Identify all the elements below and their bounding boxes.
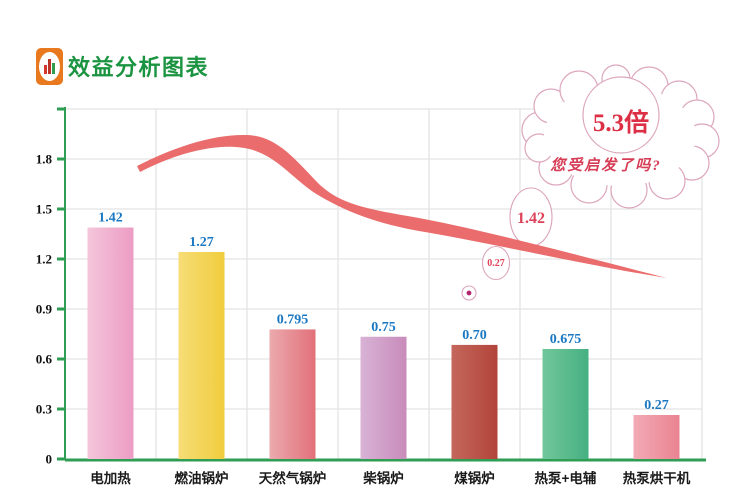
bars: 1.42 1.27 0.795 0.75 0.70 0.675 0.27 — [87, 211, 680, 459]
ribbon-swoosh — [137, 134, 667, 278]
y-axis-tick — [57, 207, 65, 211]
bar-item — [542, 348, 589, 459]
bar-value-label: 0.70 — [462, 328, 487, 343]
y-axis-tick — [57, 157, 65, 161]
logo-bar-red — [44, 65, 47, 74]
y-axis-tick-label: 1.5 — [36, 202, 53, 217]
bar-value-label: 1.27 — [189, 235, 214, 250]
x-axis-category-label: 燃油锅炉 — [175, 470, 229, 486]
bubble-small — [481, 245, 511, 281]
app-logo — [36, 48, 63, 85]
cloud-inner-circle — [582, 76, 660, 154]
cloud-value-text: 5.3倍 — [593, 108, 649, 137]
x-axis-category-label: 电加热 — [90, 470, 131, 486]
x-axis-category-label: 热泵烘干机 — [623, 470, 691, 486]
bar-value-label: 1.42 — [98, 211, 123, 226]
y-axis-tick-label: 0.6 — [36, 352, 53, 367]
bar-item — [178, 251, 225, 459]
y-axis-tick — [57, 407, 65, 411]
bar-value-label: 0.675 — [550, 332, 582, 347]
y-axis-tick — [57, 307, 65, 311]
y-axis-tick — [57, 457, 65, 461]
y-axis-tick — [57, 357, 65, 361]
x-axis-category-label: 天然气锅炉 — [259, 470, 327, 486]
x-axis-labels: 电加热 燃油锅炉 天然气锅炉 柴锅炉 煤锅炉 热泵+电辅 热泵烘干机 — [90, 470, 690, 486]
bubble-small-value: 0.27 — [487, 258, 505, 269]
trail-dot — [466, 290, 472, 296]
bar-item — [633, 414, 680, 459]
cloud-question-text: 您受启发了吗? — [550, 157, 662, 174]
x-axis-category-label: 柴锅炉 — [362, 470, 404, 486]
y-axis-tick — [57, 257, 65, 261]
logo-bar-green — [52, 63, 55, 74]
page-title: 效益分析图表 — [68, 55, 210, 80]
bar-item — [269, 329, 316, 459]
bar-value-label: 0.795 — [277, 312, 309, 327]
bar-item — [451, 344, 498, 459]
bar-item — [87, 227, 134, 459]
logo-bar-darkred — [48, 59, 51, 74]
y-axis-tick-label: 1.8 — [36, 152, 53, 167]
logo-chart-icon — [39, 52, 60, 81]
y-axis-tick-label: 0 — [46, 452, 53, 467]
y-axis-tick-label: 1.2 — [36, 252, 52, 267]
y-axis-tick — [57, 107, 65, 111]
bubble-large-value: 1.42 — [517, 210, 545, 227]
bar-item — [360, 336, 407, 459]
y-axis-tick-label: 0.9 — [36, 302, 53, 317]
y-axis-tick-label: 0.3 — [36, 402, 53, 417]
bar-value-label: 0.27 — [644, 398, 669, 413]
x-axis-category-label: 煤锅炉 — [454, 470, 495, 486]
bar-value-label: 0.75 — [371, 320, 396, 335]
thought-cloud: 5.3倍 您受启发了吗? — [521, 64, 720, 209]
y-axis: 1.8 1.5 1.2 0.9 0.6 0.3 0 — [36, 107, 706, 467]
thought-bubble-trail: 0.27 1.42 — [461, 187, 553, 301]
x-axis-category-label: 热泵+电辅 — [535, 470, 597, 486]
